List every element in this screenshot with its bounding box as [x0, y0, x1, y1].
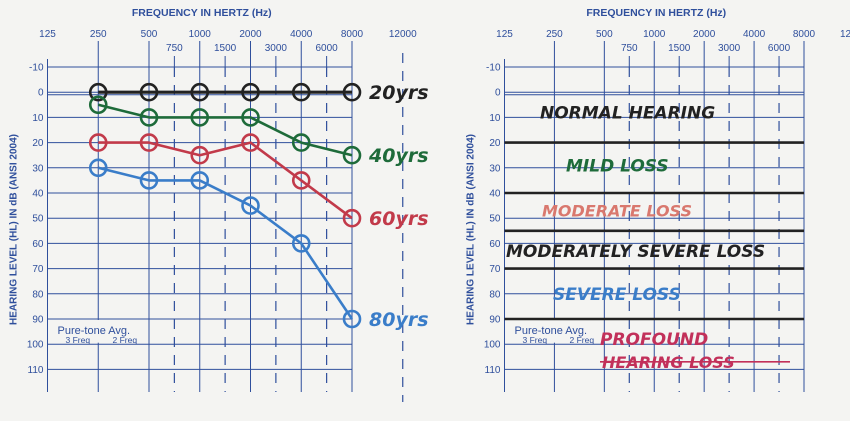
y-tick-label: 80 [32, 289, 44, 300]
y-tick-label: 20 [32, 138, 44, 149]
category-label: MODERATELY SEVERE LOSS [506, 242, 765, 262]
series-label: 40yrs [368, 145, 429, 167]
chart-title: FREQUENCY IN HERTZ (Hz) [586, 7, 726, 19]
y-axis-title: HEARING LEVEL (HL) IN dB (ANSI 2004) [9, 134, 20, 325]
category-label: PROFOUND [600, 330, 708, 350]
y-tick-label: 10 [489, 113, 501, 124]
category-label: MILD LOSS [566, 156, 669, 176]
y-tick-label: 30 [489, 163, 501, 174]
y-tick-label: 80 [489, 289, 501, 300]
x-tick-label: 500 [596, 29, 613, 40]
x-tick-label: 2000 [693, 29, 716, 40]
y-tick-label: 10 [32, 113, 44, 124]
y-tick-label: 40 [489, 189, 501, 200]
pta-sub-label: 2 Freq [570, 335, 595, 345]
y-tick-label: 100 [484, 340, 501, 351]
category-label: SEVERE LOSS [553, 285, 681, 305]
x-tick-label: 2000 [239, 29, 262, 40]
x-minor-tick-label: 6000 [768, 43, 791, 54]
x-minor-tick-label: 1500 [668, 43, 691, 54]
y-tick-label: 20 [489, 138, 501, 149]
x-tick-label: 8000 [341, 29, 364, 40]
x-tick-label: 4000 [743, 29, 766, 40]
chart-title: FREQUENCY IN HERTZ (Hz) [132, 7, 272, 19]
series-label: 20yrs [369, 82, 429, 104]
x-minor-tick-label: 6000 [316, 43, 339, 54]
x-tick-label: 250 [90, 29, 107, 40]
y-tick-label: 70 [489, 264, 501, 275]
y-tick-label: 100 [27, 340, 44, 351]
x-minor-tick-label: 750 [166, 43, 183, 54]
x-tick-label: 500 [141, 29, 158, 40]
y-tick-label: 60 [32, 239, 44, 250]
x-minor-tick-label: 3000 [265, 43, 288, 54]
y-axis-title: HEARING LEVEL (HL) IN dB (ANSI 2004) [466, 134, 477, 325]
x-minor-tick-label: 1500 [214, 43, 237, 54]
series-label: 60yrs [369, 208, 429, 230]
y-tick-label: 60 [489, 239, 501, 250]
series-label: 80yrs [369, 309, 429, 331]
pta-sub-label: 3 Freq [66, 335, 91, 345]
y-tick-label: 90 [489, 315, 501, 326]
x-tick-label: 250 [546, 29, 563, 40]
x-minor-tick-label: 3000 [718, 43, 741, 54]
y-tick-label: 40 [32, 189, 44, 200]
x-tick-label: 12000 [389, 29, 417, 40]
y-tick-label: 90 [32, 315, 44, 326]
y-tick-label: 50 [489, 214, 501, 225]
category-label: NORMAL HEARING [540, 103, 715, 123]
x-tick-label: 4000 [290, 29, 313, 40]
y-tick-label: 50 [32, 214, 44, 225]
category-label: MODERATE LOSS [542, 202, 692, 221]
x-tick-label: 125 [496, 29, 513, 40]
y-tick-label: -10 [29, 63, 44, 74]
pta-sub-label: 3 Freq [523, 335, 548, 345]
pta-sub-label: 2 Freq [113, 335, 138, 345]
x-tick-label: 1000 [189, 29, 212, 40]
x-tick-label: 8000 [793, 29, 816, 40]
y-tick-label: 110 [485, 365, 501, 376]
x-minor-tick-label: 750 [621, 43, 638, 54]
x-tick-label: 1000 [643, 29, 666, 40]
y-tick-label: -10 [486, 63, 501, 74]
x-tick-label: 12000 [840, 29, 850, 40]
y-tick-label: 0 [495, 88, 501, 99]
x-tick-label: 125 [39, 29, 56, 40]
y-tick-label: 70 [32, 264, 44, 275]
y-tick-label: 0 [38, 88, 44, 99]
y-tick-label: 30 [32, 163, 44, 174]
y-tick-label: 110 [28, 365, 44, 376]
